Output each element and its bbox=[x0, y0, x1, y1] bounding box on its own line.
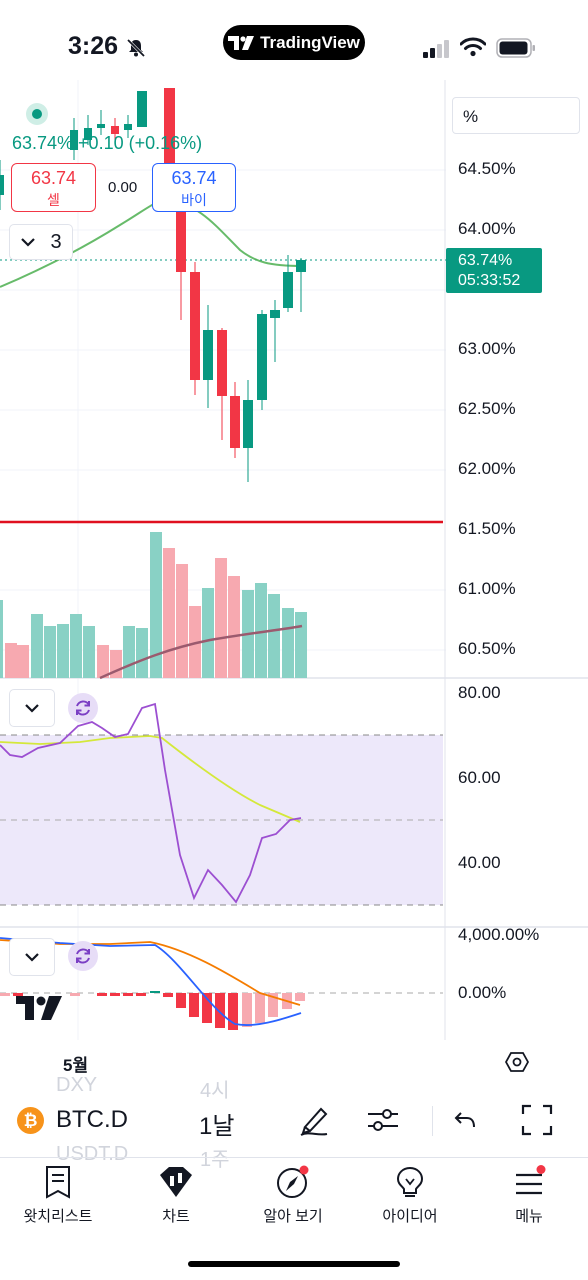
macd-refresh-icon[interactable] bbox=[68, 941, 98, 971]
chart-canvas[interactable] bbox=[0, 80, 588, 1080]
sell-label: 셀 bbox=[47, 192, 60, 208]
percent-scale-button[interactable]: % bbox=[452, 97, 580, 134]
rsi-axis-label: 80.00 bbox=[458, 683, 501, 702]
rsi-refresh-icon[interactable] bbox=[68, 693, 98, 723]
candles bbox=[0, 88, 306, 482]
indicators-count: 3 bbox=[50, 230, 62, 253]
compass-icon bbox=[277, 1165, 309, 1198]
nav-explore[interactable]: 알아 보기 bbox=[238, 1165, 348, 1226]
chevron-down-icon bbox=[21, 238, 36, 247]
volume-bars bbox=[0, 532, 307, 678]
status-time: 3:26 bbox=[68, 32, 119, 60]
battery-icon bbox=[496, 38, 535, 58]
undo-icon[interactable] bbox=[453, 1108, 477, 1132]
interval-selector[interactable]: 1날 bbox=[199, 1113, 235, 1140]
rsi-axis-label: 40.00 bbox=[458, 853, 501, 872]
time-axis-label: 5월 bbox=[63, 1056, 89, 1075]
market-status-dot bbox=[26, 103, 48, 125]
bell-muted-icon bbox=[126, 38, 146, 58]
symbol-selector[interactable]: BTC.D bbox=[56, 1106, 128, 1133]
toolbar-border bbox=[0, 1157, 588, 1158]
rsi-ma-line bbox=[0, 735, 301, 823]
sell-button[interactable]: 63.74 셀 bbox=[11, 163, 96, 212]
chart-settings-icon[interactable] bbox=[505, 1050, 529, 1074]
ghost-interval: 1주 bbox=[200, 1149, 230, 1171]
nav-label: 메뉴 bbox=[515, 1208, 543, 1225]
ghost-symbol: DXY bbox=[56, 1074, 98, 1096]
price-axis-label: 60.50% bbox=[458, 639, 516, 658]
nav-ideas[interactable]: 아이디어 bbox=[355, 1165, 465, 1226]
lightbulb-icon bbox=[396, 1166, 424, 1197]
home-indicator[interactable] bbox=[188, 1261, 400, 1267]
nav-label: 알아 보기 bbox=[263, 1208, 323, 1225]
chevron-down-icon bbox=[25, 704, 39, 713]
macd-line bbox=[0, 937, 302, 1026]
toolbar-divider bbox=[432, 1106, 433, 1136]
price-axis-label: 64.00% bbox=[458, 219, 516, 238]
macd-collapse-button[interactable] bbox=[9, 938, 55, 976]
tradingview-pill: TradingView bbox=[223, 25, 365, 60]
macd-axis-label: 0.00% bbox=[458, 983, 507, 1002]
watchlist-icon bbox=[46, 1166, 70, 1199]
fullscreen-icon[interactable] bbox=[521, 1104, 553, 1136]
buy-price: 63.74 bbox=[171, 168, 217, 188]
nav-label: 아이디어 bbox=[382, 1208, 438, 1225]
indicators-toggle-button[interactable]: 3 bbox=[9, 224, 73, 260]
macd-histogram bbox=[0, 991, 305, 1030]
pen-icon[interactable] bbox=[297, 1103, 331, 1137]
nav-menu[interactable]: 메뉴 bbox=[474, 1165, 584, 1226]
rsi-line bbox=[0, 702, 302, 904]
nav-label: 차트 bbox=[162, 1208, 190, 1225]
ghost-interval: 4시 bbox=[200, 1080, 230, 1102]
rsi-axis-label: 60.00 bbox=[458, 768, 501, 787]
price-axis-label: 62.00% bbox=[458, 459, 516, 478]
menu-icon bbox=[516, 1165, 546, 1195]
price-axis-label: 63.00% bbox=[458, 339, 516, 358]
legend-value: 63.74% +0.10 (+0.16%) bbox=[12, 133, 203, 153]
sliders-icon[interactable] bbox=[366, 1105, 400, 1135]
sell-price: 63.74 bbox=[30, 168, 77, 188]
buy-button[interactable]: 63.74 바이 bbox=[152, 163, 236, 212]
macd-signal-line bbox=[0, 939, 301, 1006]
nav-chart[interactable]: 차트 bbox=[121, 1165, 231, 1226]
ghost-symbol: USDT.D bbox=[56, 1143, 129, 1165]
nav-label: 왓치리스트 bbox=[23, 1208, 93, 1225]
signal-icon bbox=[423, 40, 449, 58]
tradingview-label: TradingView bbox=[260, 32, 360, 52]
spread-value: 0.00 bbox=[108, 179, 138, 196]
chart-icon bbox=[160, 1167, 192, 1197]
last-price-tag: 63.74% 05:33:52 bbox=[446, 248, 542, 293]
wifi-icon bbox=[460, 37, 486, 57]
price-axis-label: 64.50% bbox=[458, 159, 516, 178]
bar-countdown: 05:33:52 bbox=[458, 272, 521, 289]
price-axis-label: 62.50% bbox=[458, 399, 516, 418]
bitcoin-icon: ₿ bbox=[17, 1107, 44, 1134]
tradingview-watermark-icon bbox=[16, 996, 62, 1020]
tradingview-logo-icon bbox=[228, 35, 255, 50]
last-price-value: 63.74% bbox=[458, 252, 513, 269]
macd-axis-label: 4,000.00% bbox=[458, 925, 540, 944]
volume-ma-line bbox=[99, 624, 303, 680]
chevron-down-icon bbox=[25, 953, 39, 962]
price-axis-label: 61.50% bbox=[458, 519, 516, 538]
rsi-collapse-button[interactable] bbox=[9, 689, 55, 727]
nav-watchlist[interactable]: 왓치리스트 bbox=[3, 1165, 113, 1226]
price-axis-label: 61.00% bbox=[458, 579, 516, 598]
buy-label: 바이 bbox=[181, 192, 207, 208]
